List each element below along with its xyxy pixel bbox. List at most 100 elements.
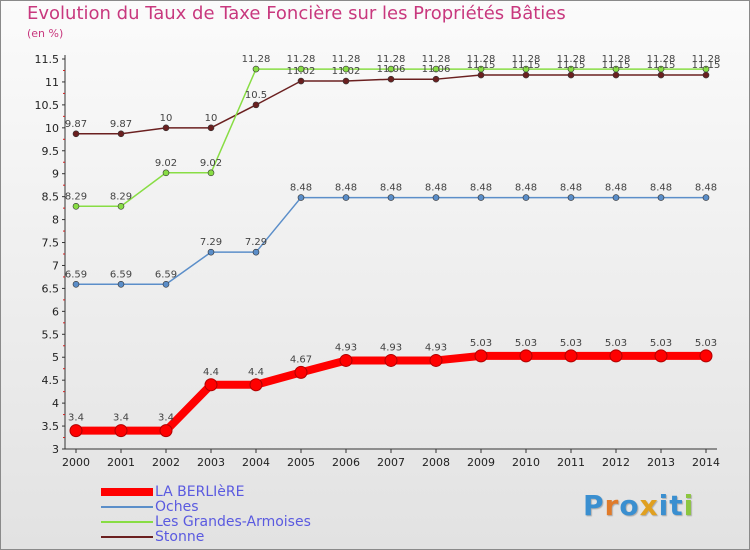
data-point: [432, 194, 440, 201]
y-tick-label: 11: [45, 76, 59, 89]
data-label: 11.28: [377, 54, 406, 65]
y-tick-label: 5.5: [42, 328, 60, 341]
y-tick-label: 8: [52, 214, 59, 227]
data-point: [522, 194, 530, 201]
data-label: 8.48: [560, 183, 582, 194]
data-label: 8.48: [515, 183, 537, 194]
logo-letter: P: [583, 489, 605, 522]
logo-letter: t: [669, 489, 684, 522]
data-label: 11.28: [602, 54, 631, 65]
y-tick-label: 6: [52, 305, 59, 318]
legend-label: LA BERLIèRE: [155, 484, 245, 500]
data-label: 8.29: [65, 191, 87, 202]
data-label: 8.48: [425, 183, 447, 194]
data-point: [612, 71, 620, 79]
data-label: 4.93: [335, 342, 357, 353]
data-label: 11.15: [467, 60, 496, 71]
proxiti-logo: Proxiti: [583, 489, 694, 522]
y-tick-label: 4: [52, 397, 59, 410]
x-tick-label: 2010: [512, 456, 540, 469]
data-point: [72, 202, 80, 210]
data-point: [69, 424, 83, 438]
data-point: [702, 65, 710, 73]
logo-letter: i: [683, 489, 695, 522]
data-point: [699, 349, 713, 363]
data-label: 11.02: [287, 66, 316, 77]
data-point: [207, 169, 215, 177]
data-point: [117, 280, 125, 288]
data-label: 9.87: [110, 119, 132, 130]
y-tick-label: 8.5: [42, 191, 60, 204]
data-label: 7.29: [245, 237, 267, 248]
data-label: 11.28: [332, 54, 361, 65]
data-label: 11.28: [467, 54, 496, 65]
x-tick-label: 2000: [62, 456, 90, 469]
legend-swatch: [101, 521, 153, 523]
x-tick-label: 2009: [467, 456, 495, 469]
data-label: 5.03: [695, 338, 717, 349]
data-point: [387, 194, 395, 201]
data-label: 3.4: [113, 413, 129, 424]
data-point: [114, 424, 128, 438]
data-label: 11.15: [692, 60, 721, 71]
x-tick-label: 2007: [377, 456, 405, 469]
data-label: 6.59: [65, 269, 87, 280]
data-label: 11.15: [647, 60, 676, 71]
data-label: 11.06: [422, 64, 451, 75]
y-tick-label: 5: [52, 351, 59, 364]
data-label: 5.03: [605, 338, 627, 349]
logo-letter: r: [604, 489, 620, 522]
data-label: 8.29: [110, 191, 132, 202]
data-label: 8.48: [290, 183, 312, 194]
data-point: [252, 65, 260, 73]
y-tick-label: 7: [52, 259, 59, 272]
data-label: 4.4: [248, 367, 264, 378]
data-point: [342, 194, 350, 201]
data-point: [252, 248, 260, 256]
data-label: 11.15: [557, 60, 586, 71]
data-point: [207, 248, 215, 256]
data-label: 8.48: [335, 183, 357, 194]
data-point: [387, 65, 395, 73]
data-label: 3.4: [68, 413, 84, 424]
data-label: 8.48: [605, 183, 627, 194]
data-point: [567, 65, 575, 73]
legend-swatch: [101, 506, 153, 508]
x-tick-label: 2008: [422, 456, 450, 469]
data-point: [654, 349, 668, 363]
legend-swatch: [101, 488, 153, 496]
data-point: [657, 194, 665, 201]
data-point: [207, 124, 215, 132]
data-point: [702, 71, 710, 79]
y-tick-label: 3: [52, 443, 59, 456]
data-point: [162, 280, 170, 288]
x-tick-label: 2001: [107, 456, 135, 469]
data-point: [162, 124, 170, 132]
data-point: [429, 353, 443, 367]
data-label: 5.03: [470, 338, 492, 349]
data-point: [567, 71, 575, 79]
logo-letter: i: [658, 489, 670, 522]
data-point: [477, 65, 485, 73]
data-point: [252, 101, 260, 109]
data-label: 11.28: [647, 54, 676, 65]
series-line-3: [76, 74, 706, 135]
data-label: 7.29: [200, 237, 222, 248]
chart-axes: 3 3.5 4 4.5 5 5.5 6 6.5 7 7.5 8 8.5 9 9.5 10 10.5 11 11.5…: [35, 53, 721, 469]
data-label: 9.87: [65, 119, 87, 130]
data-point: [117, 202, 125, 210]
x-tick-label: 2002: [152, 456, 180, 469]
data-labels: 3.4 3.4 3.4 4.4 4.4 4.67 4.93 4.93 4.93 5.03 5.03 5…: [65, 54, 720, 424]
data-label: 10: [160, 113, 173, 124]
x-tick-label: 2003: [197, 456, 225, 469]
y-tick-label: 10: [45, 122, 59, 135]
y-tick-label: 4.5: [42, 374, 60, 387]
data-label: 9.02: [155, 158, 177, 169]
data-label: 10.5: [245, 90, 267, 101]
data-label: 11.15: [602, 60, 631, 71]
data-point: [609, 349, 623, 363]
y-tick-label: 9: [52, 168, 59, 181]
data-label: 8.48: [650, 183, 672, 194]
